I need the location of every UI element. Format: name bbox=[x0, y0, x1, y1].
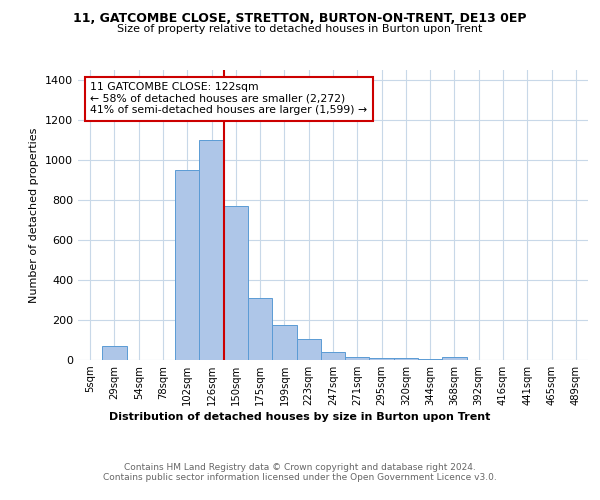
Text: Size of property relative to detached houses in Burton upon Trent: Size of property relative to detached ho… bbox=[118, 24, 482, 34]
Bar bbox=[296, 339, 321, 360]
Y-axis label: Number of detached properties: Number of detached properties bbox=[29, 128, 40, 302]
Text: 11 GATCOMBE CLOSE: 122sqm
← 58% of detached houses are smaller (2,272)
41% of se: 11 GATCOMBE CLOSE: 122sqm ← 58% of detac… bbox=[90, 82, 367, 115]
Bar bbox=[370, 358, 394, 360]
Text: Distribution of detached houses by size in Burton upon Trent: Distribution of detached houses by size … bbox=[109, 412, 491, 422]
Bar bbox=[272, 325, 296, 360]
Bar bbox=[224, 206, 248, 360]
Bar bbox=[175, 170, 199, 360]
Bar bbox=[321, 352, 345, 360]
Text: 11, GATCOMBE CLOSE, STRETTON, BURTON-ON-TRENT, DE13 0EP: 11, GATCOMBE CLOSE, STRETTON, BURTON-ON-… bbox=[73, 12, 527, 26]
Bar bbox=[199, 140, 224, 360]
Bar bbox=[102, 346, 127, 360]
Bar bbox=[345, 357, 370, 360]
Bar bbox=[442, 357, 467, 360]
Bar bbox=[394, 358, 418, 360]
Text: Contains HM Land Registry data © Crown copyright and database right 2024.
Contai: Contains HM Land Registry data © Crown c… bbox=[103, 462, 497, 482]
Bar bbox=[248, 298, 272, 360]
